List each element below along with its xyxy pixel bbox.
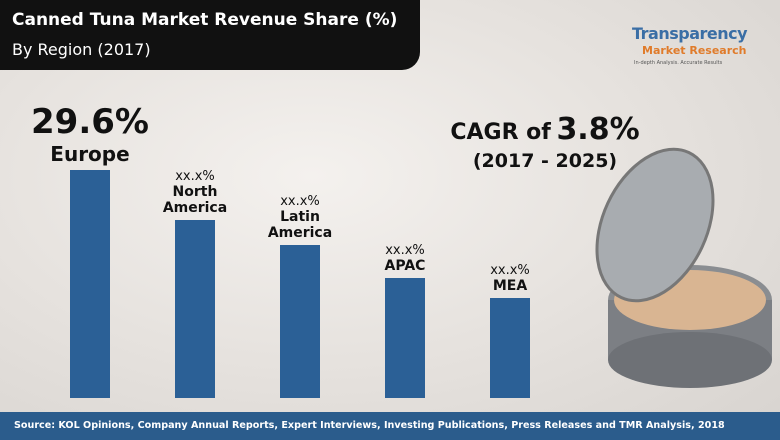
category-label: APAC	[384, 257, 426, 274]
bar-label: xx.x% MEA	[455, 263, 565, 294]
can-bottom	[608, 332, 772, 388]
category-label: Europe	[50, 142, 130, 167]
value-label: 29.6%	[31, 102, 149, 143]
cagr-value: 3.8%	[556, 112, 640, 147]
value-label: xx.x%	[490, 262, 530, 278]
chart-title: Canned Tuna Market Revenue Share (%)	[12, 10, 398, 30]
bar-label: xx.x% North America	[140, 169, 250, 216]
title-box: Canned Tuna Market Revenue Share (%) By …	[0, 0, 420, 70]
bar-label: 29.6% Europe	[31, 102, 149, 167]
bar-label: xx.x% Latin America	[245, 194, 355, 241]
bar	[280, 244, 320, 398]
value-label: xx.x%	[175, 169, 215, 185]
category-label: MEA	[492, 277, 528, 294]
value-label: xx.x%	[385, 242, 425, 258]
logo-subname: Market Research	[642, 44, 747, 57]
category-label: Latin America	[267, 208, 333, 241]
logo-name: Transparency	[632, 24, 748, 43]
bar	[175, 220, 215, 398]
source: Source: KOL Opinions, Company Annual Rep…	[0, 412, 780, 440]
bar-label: xx.x% APAC	[350, 243, 460, 274]
logo-tagline: In-depth Analysis. Accurate Results	[634, 60, 723, 66]
bar	[490, 297, 530, 398]
cagr-period: (2017 - 2025)	[472, 150, 618, 172]
cagr: CAGR of 3.8%	[440, 112, 650, 147]
value-label: xx.x%	[280, 193, 320, 209]
cagr-label: CAGR of	[450, 120, 551, 145]
bar	[385, 277, 425, 398]
can-lid	[595, 147, 715, 303]
category-label: North America	[162, 184, 228, 217]
chart-subtitle: By Region (2017)	[12, 40, 151, 59]
bar	[70, 170, 110, 398]
